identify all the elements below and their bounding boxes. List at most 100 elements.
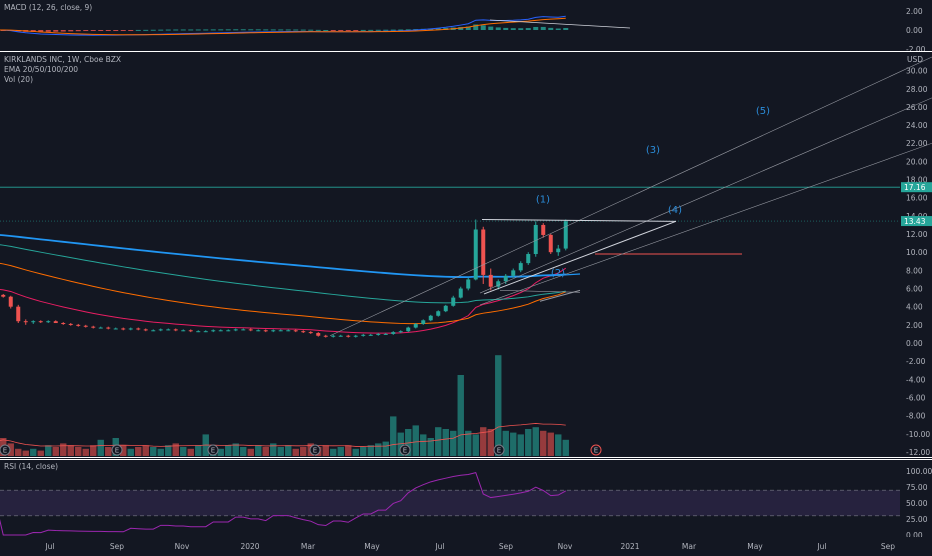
macd-axis-tick: 0.00 [906, 26, 923, 35]
macd-histogram-bar [398, 29, 404, 31]
volume-bar [277, 447, 284, 456]
macd-histogram-bar [143, 29, 149, 31]
candle-body [173, 329, 178, 331]
volume-bar [322, 445, 329, 456]
volume-bar [45, 445, 52, 456]
time-axis[interactable]: Jul Sep Nov 2020 Mar May Jul Sep Nov 2021 Mar May Ju… [0, 537, 932, 551]
macd-axis-tick: -2.00 [906, 45, 926, 51]
svg-text:E: E [594, 447, 598, 455]
candle-body [46, 321, 51, 323]
volume-bar [262, 447, 269, 456]
volume-bar [195, 445, 202, 456]
volume-bar [390, 416, 397, 456]
candle-body [548, 234, 553, 253]
volume-bar [22, 450, 29, 456]
volume-bar [540, 430, 547, 456]
macd-histogram-bar [225, 29, 231, 31]
earnings-marker: E [0, 444, 11, 456]
price-axis-tick: 24.00 [906, 121, 928, 130]
price-axis-tick: 2.00 [906, 321, 923, 330]
volume-bar [75, 447, 82, 456]
macd-histogram-bar [278, 29, 284, 31]
candle-body [23, 321, 28, 323]
candle-body [8, 296, 13, 307]
volume-bar [382, 441, 389, 456]
rsi-line [0, 472, 566, 536]
candle-body [331, 335, 336, 337]
volume-bar [412, 425, 419, 456]
volume-bar [420, 434, 427, 456]
macd-histogram-bar [323, 29, 329, 31]
volume-bar [127, 448, 134, 456]
rsi-title: RSI (14, close) [4, 462, 59, 471]
candle-body [188, 330, 193, 332]
volume-bar [172, 443, 179, 456]
macd-histogram-bar [83, 30, 89, 32]
volume-bar [555, 434, 562, 456]
candle-body [436, 311, 441, 316]
macd-histogram-bar [375, 29, 381, 31]
candle-body [293, 330, 298, 332]
macd-histogram-bar [540, 26, 546, 30]
macd-histogram-bar [480, 25, 486, 30]
candle-body [481, 229, 486, 275]
ema-legend[interactable]: EMA 20/50/100/200 [4, 65, 79, 74]
candle-body [278, 330, 283, 332]
candle-body [443, 305, 448, 312]
volume-bar [232, 443, 239, 456]
price-pane[interactable]: 30.00 28.00 26.00 24.00 22.00 20.00 18.00 16.00… [0, 51, 932, 458]
elliott-wave-label: (1) [536, 194, 550, 205]
macd-histogram-bar [248, 29, 254, 31]
time-axis-tick: 2020 [240, 542, 259, 551]
macd-histogram-bar [135, 29, 141, 31]
candle-body [338, 335, 343, 337]
candle-body [526, 254, 531, 264]
macd-histogram-bar [173, 29, 179, 31]
volume-bar [165, 445, 172, 456]
svg-text:E: E [313, 447, 317, 455]
signal-line [0, 17, 566, 36]
price-axis-tick: 16.00 [906, 194, 928, 203]
candle-body [473, 229, 478, 280]
macd-histogram-bar [240, 29, 246, 31]
volume-bar [532, 427, 539, 456]
macd-histogram-bar [525, 28, 531, 30]
time-axis-tick: Mar [682, 542, 697, 551]
ema-200-line [0, 234, 566, 278]
volume-bar [352, 448, 359, 456]
macd-pane[interactable]: 2.00 0.00 -2.00 MACD (12, 26, close, 9) [0, 0, 932, 54]
minor-line [499, 290, 581, 293]
volume-bar [15, 448, 22, 456]
candle-body [196, 331, 201, 333]
candle-body [158, 329, 163, 331]
macd-histogram-bar [338, 30, 344, 31]
macd-histogram-bar [488, 26, 494, 30]
channel-line [479, 97, 932, 294]
macd-histogram-bar [158, 29, 164, 31]
volume-bar [217, 448, 224, 456]
candle-body [383, 333, 388, 335]
symbol-line[interactable]: KIRKLANDS INC, 1W, Cboe BZX [4, 55, 122, 64]
price-axis-tick: -8.00 [906, 412, 926, 421]
earnings-marker: E [399, 444, 411, 456]
macd-histogram-bar [548, 27, 554, 30]
volume-bar [360, 447, 367, 456]
candle-body [451, 297, 456, 306]
macd-trendline [489, 19, 631, 29]
volume-legend[interactable]: Vol (20) [4, 75, 34, 84]
rsi-pane[interactable]: 100.00 75.00 50.00 25.00 0.00 RSI (14, close… [0, 459, 932, 540]
candle-body [316, 333, 321, 336]
volume-bar [270, 443, 277, 456]
volume-bar [30, 448, 37, 456]
macd-histogram-bar [390, 29, 396, 31]
macd-histogram-bar [180, 29, 186, 31]
macd-histogram-bar [188, 29, 194, 31]
time-axis-tick: Sep [110, 542, 124, 551]
volume-bar [442, 429, 449, 456]
volume-bar [150, 447, 157, 456]
price-tag: 17.16 [904, 183, 926, 192]
candle-body [121, 328, 126, 330]
volume-bar [547, 432, 554, 456]
candle-body [428, 315, 433, 321]
macd-histogram-bar [510, 28, 516, 30]
